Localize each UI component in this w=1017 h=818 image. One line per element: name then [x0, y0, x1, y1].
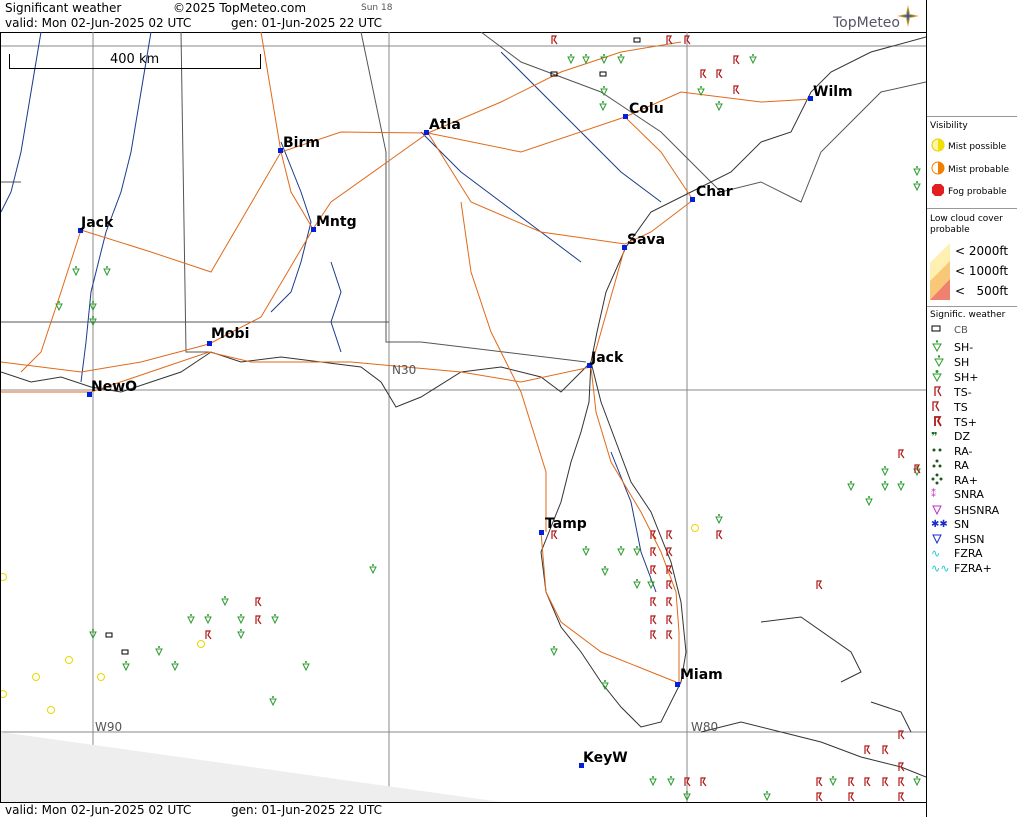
legend-item-ts-heavy: TS+	[931, 415, 977, 430]
snow-rain-shower-icon	[931, 503, 951, 518]
legend-item-shsnra: SHSNRA	[931, 503, 999, 518]
shower-heavy-icon	[931, 370, 951, 385]
city-marker	[808, 96, 813, 101]
legend-divider	[927, 116, 1017, 117]
city-marker	[623, 114, 628, 119]
legend-item-fzra-heavy: ∿∿ FZRA+	[931, 562, 992, 575]
city-marker	[78, 228, 83, 233]
city-marker	[87, 392, 92, 397]
legend-item-ra: RA	[931, 459, 969, 472]
legend-item-sh-light: SH-	[931, 340, 973, 355]
footer-valid-time: valid: Mon 02-Jun-2025 02 UTC	[5, 803, 192, 817]
map-canvas	[1, 32, 926, 802]
city-marker	[311, 227, 316, 232]
legend-item-ra-heavy: RA+	[931, 473, 978, 488]
legend-panel: Visibility Mist possible Mist probable F…	[926, 0, 1017, 817]
city-keyw[interactable]: KeyW	[583, 750, 628, 766]
freezing-rain-heavy-icon: ∿∿	[931, 562, 950, 575]
valid-time: valid: Mon 02-Jun-2025 02 UTC	[5, 16, 192, 30]
freezing-rain-icon: ∿	[931, 547, 941, 560]
scale-label: 400 km	[110, 52, 160, 67]
grid-label-w90: W90	[95, 720, 123, 734]
scale-bar: 400 km	[9, 52, 261, 69]
rain-icon	[931, 459, 951, 472]
city-marker	[675, 682, 680, 687]
city-wilm[interactable]: Wilm	[813, 84, 853, 100]
legend-divider	[927, 208, 1017, 209]
compass-logo-icon	[897, 5, 919, 30]
city-marker	[690, 197, 695, 202]
city-marker	[587, 363, 592, 368]
legend-item-snra: ⁑ SNRA	[931, 488, 984, 501]
thunderstorm-light-icon	[931, 385, 951, 400]
legend-item-sh: SH	[931, 355, 969, 370]
city-marker	[278, 148, 283, 153]
legend-fog-probable: Fog probable	[931, 183, 1007, 200]
legend-low-cloud-title: Low cloud cover probable	[930, 214, 1003, 235]
thunderstorm-icon	[931, 400, 951, 415]
city-jack-ms[interactable]: Jack	[81, 215, 114, 231]
city-colu[interactable]: Colu	[629, 101, 664, 117]
cb-icon	[931, 324, 951, 336]
mist-possible-icon	[931, 138, 945, 155]
city-miam[interactable]: Miam	[680, 667, 723, 683]
city-newo[interactable]: NewO	[91, 379, 138, 395]
city-marker	[622, 245, 627, 250]
city-marker	[539, 530, 544, 535]
day-label: Sun 18	[361, 3, 393, 13]
legend-lc-2000: < 2000ft	[955, 244, 1009, 258]
legend-mist-possible: Mist possible	[931, 138, 1006, 155]
city-marker	[207, 341, 212, 346]
legend-item-ts-light: TS-	[931, 385, 972, 400]
header-bar: Significant weather ©2025 TopMeteo.com S…	[0, 0, 926, 33]
city-mobi[interactable]: Mobi	[211, 326, 250, 342]
generated-time: gen: 01-Jun-2025 22 UTC	[231, 16, 383, 30]
shower-light-icon	[931, 340, 951, 355]
legend-lc-1000: < 1000ft	[955, 264, 1009, 278]
legend-mist-probable: Mist probable	[931, 161, 1009, 178]
city-birm[interactable]: Birm	[283, 135, 320, 151]
city-sava[interactable]: Sava	[627, 232, 666, 248]
legend-divider	[927, 306, 1017, 307]
rain-light-icon	[931, 446, 951, 457]
legend-item-shsn: SHSN	[931, 532, 984, 547]
city-marker	[424, 130, 429, 135]
weather-map[interactable]: 400 km N30 W90 W80 Birm Atla Colu Wilm C…	[0, 32, 926, 802]
city-atla[interactable]: Atla	[429, 117, 461, 133]
footer-generated-time: gen: 01-Jun-2025 22 UTC	[231, 803, 383, 817]
legend-lc-500: < 500ft	[955, 284, 1009, 298]
city-marker	[579, 763, 584, 768]
legend-item-sn: ✱✱ SN	[931, 518, 970, 531]
legend-item-dz: ❞ DZ	[931, 430, 971, 443]
shower-icon	[931, 355, 951, 370]
snow-rain-icon: ⁑	[931, 489, 936, 500]
legend-item-ra-light: RA-	[931, 445, 972, 458]
rain-heavy-icon	[931, 473, 951, 488]
chart-title: Significant weather	[5, 1, 122, 15]
city-mntg[interactable]: Mntg	[316, 214, 357, 230]
city-char[interactable]: Char	[696, 184, 733, 200]
grid-label-w80: W80	[691, 720, 719, 734]
legend-item-sh-heavy: SH+	[931, 370, 978, 385]
grid-label-n30: N30	[392, 363, 417, 377]
city-jack-fl[interactable]: Jack	[591, 350, 624, 366]
footer-bar: valid: Mon 02-Jun-2025 02 UTC gen: 01-Ju…	[0, 802, 926, 818]
snow-icon: ✱✱	[931, 519, 948, 530]
fog-probable-icon	[931, 183, 945, 200]
legend-sigwx-title: Signific. weather	[930, 310, 1006, 320]
copyright-text: ©2025 TopMeteo.com	[173, 1, 307, 15]
legend-visibility-title: Visibility	[930, 121, 968, 131]
weather-symbols-layer	[1, 35, 921, 802]
city-tamp[interactable]: Tamp	[545, 516, 587, 532]
legend-item-ts: TS	[931, 400, 968, 415]
thunderstorm-heavy-icon	[931, 415, 951, 430]
snow-shower-icon	[931, 532, 951, 547]
brand-logo-text: TopMeteo	[833, 15, 900, 31]
mist-probable-icon	[931, 161, 945, 178]
legend-item-cb: CB	[931, 324, 968, 336]
drizzle-icon: ❞	[931, 430, 938, 443]
low-cloud-swatch	[930, 243, 950, 300]
legend-item-fzra: ∿ FZRA	[931, 547, 983, 560]
